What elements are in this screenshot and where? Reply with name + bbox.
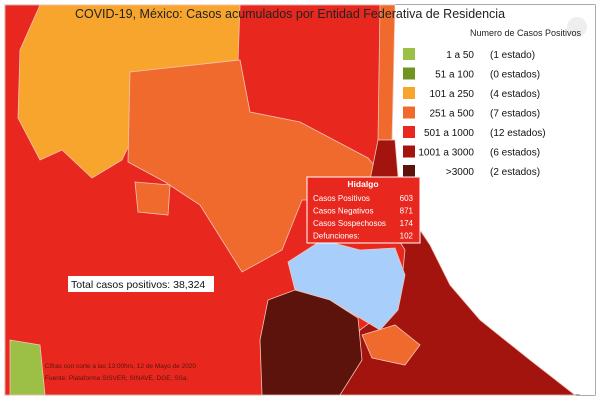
states [4,4,595,396]
state [361,324,421,366]
legend-count: (6 estados) [490,148,540,159]
legend-count: (0 estados) [490,70,540,81]
legend-range: 101 a 250 [430,89,475,100]
total-box [68,276,214,292]
tooltip-value: 174 [400,219,414,228]
legend-swatch [403,87,415,99]
legend-count: (7 estados) [490,109,540,120]
total-label: Total casos positivos: 38,324 [71,279,205,291]
map-title: COVID-19, México: Casos acumulados por E… [75,7,505,21]
tooltip: Hidalgo [306,176,421,244]
tooltip-key: Casos Positivos [313,194,370,203]
legend-count: (4 estados) [490,89,540,100]
tooltip-value: 102 [400,232,414,241]
legend-range: 1001 a 3000 [418,148,474,159]
state [134,181,171,216]
state [17,4,241,179]
footnote: Fuente: Plataforma SISVER, SINAVE, DGE, … [45,375,188,382]
legend-count: (12 estados) [490,128,546,139]
legend-count: (1 estado) [490,50,535,61]
tooltip-rows: Casos Positivos 603 Casos Negativos 871 Caso… [313,194,414,241]
legend-swatch [403,165,415,177]
state [9,339,46,396]
legend-title: Numero de Casos Positivos [470,28,582,38]
tooltip-value: 603 [400,194,414,203]
legend-swatch [403,126,415,138]
tooltip-title: Hidalgo [347,179,378,189]
tooltip-key: Casos Sospechosos [313,219,386,228]
legend-range: 501 a 1000 [424,128,474,139]
legend: 1 a 50 (1 estado) 51 a 100 (0 estados) 101 a… [403,48,546,178]
tooltip-value: 871 [400,207,414,216]
legend-range: 51 a 100 [435,70,474,81]
legend-swatch [403,106,415,119]
share-button[interactable] [567,17,587,37]
legend-swatch [403,145,415,158]
sea [395,5,595,395]
footnote: Cifras con corte a las 13:00hrs, 12 de M… [45,363,196,370]
legend-range: 251 a 500 [430,109,475,120]
tooltip-key: Casos Negativos [313,207,373,216]
legend-range: 1 a 50 [446,50,474,61]
state [259,289,363,396]
legend-range: >3000 [446,167,475,178]
state [377,4,396,141]
legend-swatch [403,67,415,80]
tooltip-key: Defunciones: [313,232,360,241]
tooltip-box [306,176,421,244]
legend-swatch [403,48,415,60]
legend-count: (2 estados) [490,167,540,178]
